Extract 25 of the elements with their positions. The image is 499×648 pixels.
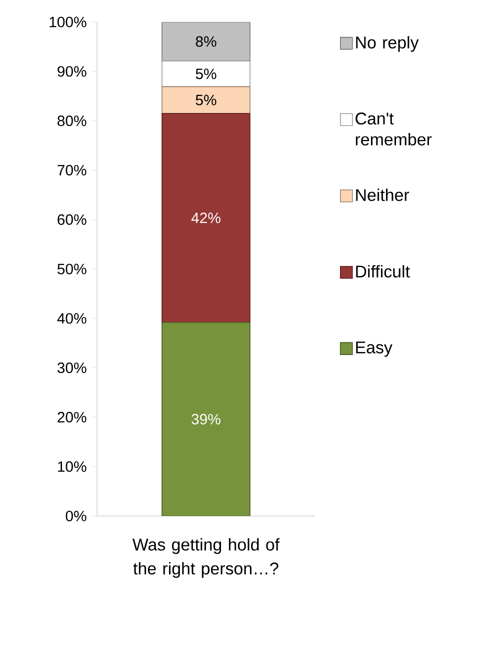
y-tick-label: 50% [58,264,86,274]
legend-label: Easy [356,342,392,357]
y-tick-label: 70% [58,164,86,176]
bar [162,112,250,323]
data-label: 8% [196,36,216,47]
legend-label: Can't remember [356,112,432,146]
y-tick-label: 60% [58,214,86,225]
data-label: 39% [192,414,220,424]
legend-label: Neither [356,188,410,202]
y-tick-label: 90% [58,66,86,77]
y-tick-label: 20% [58,412,86,422]
bar [162,60,250,88]
legend-label: Difficult [356,265,410,278]
bar [162,86,250,114]
data-label: 5% [196,94,216,106]
y-tick-label: 30% [57,362,86,374]
y-tick-label: 40% [57,313,86,324]
data-label: 5% [196,68,216,80]
y-tick-label: 10% [58,461,86,472]
data-label: 42% [191,212,220,224]
legend-label: No reply [356,36,419,52]
x-tick-label: Was getting hold of the right person…? [132,538,280,578]
y-tick-label: 0% [66,510,86,522]
y-tick-label: 100% [50,16,86,28]
y-tick-label: 80% [58,116,86,126]
